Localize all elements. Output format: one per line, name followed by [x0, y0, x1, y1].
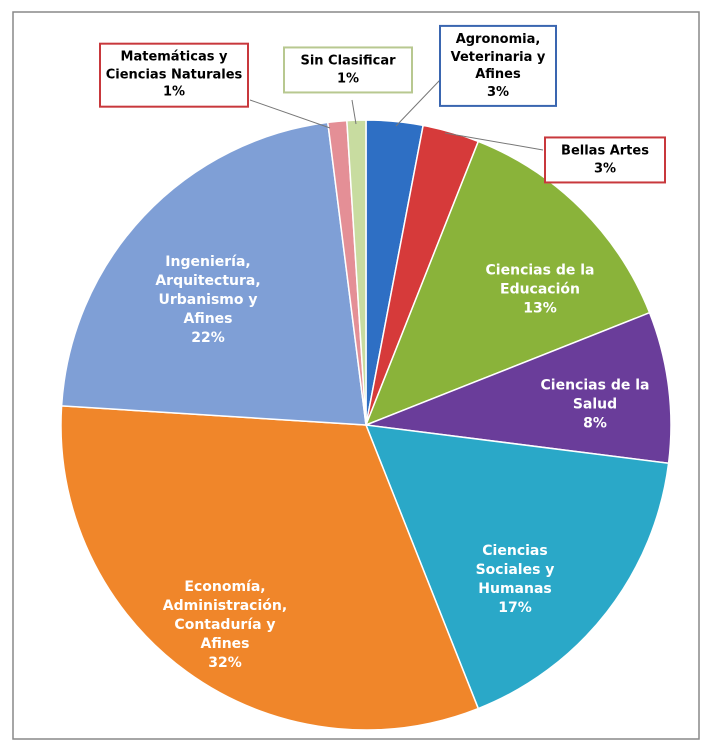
category-label: Matemáticas y Ciencias Naturales — [105, 49, 243, 83]
leader-lines — [249, 79, 544, 151]
category-label: Bellas Artes — [561, 143, 649, 159]
slice-label: Bellas Artes 3% — [544, 136, 666, 184]
category-label: Ingeniería, Arquitectura, Urbanismo y Af… — [155, 253, 261, 327]
pie-slice — [364, 140, 651, 427]
pie-slice — [346, 119, 367, 426]
value-label: 1% — [162, 84, 186, 100]
category-label: Ciencias Sociales y Humanas — [475, 543, 555, 597]
category-label: Ciencias de la Educación — [485, 262, 595, 298]
category-label: Agronomia, Veterinaria y Afines — [450, 31, 546, 82]
value-label: 13% — [523, 300, 557, 317]
value-label: 1% — [336, 71, 360, 86]
leader-line — [444, 132, 544, 151]
pie-slice — [60, 405, 480, 731]
value-label: 8% — [583, 415, 607, 432]
slice-label: Ciencias de la Salud 8% — [525, 377, 665, 434]
category-label: Sin Clasificar — [300, 53, 396, 69]
slice-label: Agronomia, Veterinaria y Afines 3% — [439, 24, 557, 108]
value-label: 22% — [191, 329, 225, 346]
value-label: 3% — [593, 161, 617, 176]
value-label: 3% — [486, 84, 510, 100]
value-label: 17% — [498, 599, 532, 616]
slice-label: Economía, Administración, Contaduría y A… — [150, 578, 300, 672]
leader-line — [249, 99, 331, 129]
category-label: Economía, Administración, Contaduría y A… — [162, 578, 288, 652]
slice-label: Matemáticas y Ciencias Naturales 1% — [99, 42, 249, 108]
leader-line — [395, 79, 441, 127]
pie-slice — [365, 311, 672, 465]
value-label: 32% — [208, 654, 242, 671]
slice-label: Ciencias de la Educación 13% — [465, 262, 615, 319]
slice-label: Ingeniería, Arquitectura, Urbanismo y Af… — [133, 253, 283, 347]
pie-slice — [60, 121, 367, 426]
category-label: Ciencias de la Salud — [540, 377, 650, 413]
leader-line — [351, 99, 357, 125]
pie-slice — [364, 424, 670, 710]
slice-label: Ciencias Sociales y Humanas 17% — [450, 542, 580, 618]
slice-label: Sin Clasificar 1% — [283, 46, 413, 94]
pie — [60, 119, 672, 731]
